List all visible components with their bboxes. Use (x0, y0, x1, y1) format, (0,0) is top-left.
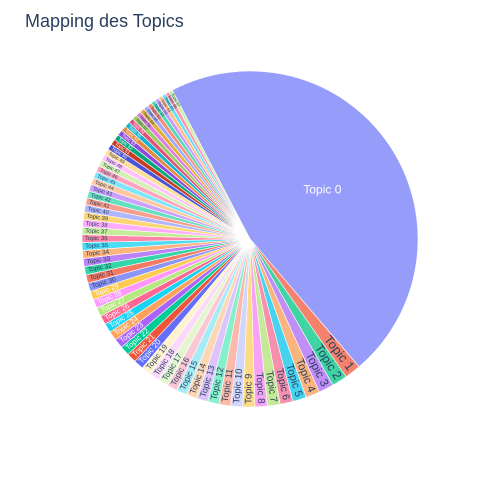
chart-title: Mapping des Topics (25, 11, 184, 31)
pie-slice-label-11: Topic 11 (220, 368, 235, 403)
pie-slice-label-35: Topic 35 (85, 242, 109, 250)
pie-slice-label-43: Topic 43 (92, 186, 113, 198)
pie-slice-label-7: Topic 7 (263, 370, 278, 403)
pie-slice-label-8: Topic 8 (253, 372, 266, 404)
pie-slice-label-40: Topic 40 (87, 206, 109, 216)
pie-slice-label-67: Topic 67 (170, 92, 182, 108)
pie-slice-label-39: Topic 39 (86, 214, 108, 223)
pie-slice-label-0: Topic 0 (303, 182, 341, 196)
pie-slice-label-36: Topic 36 (85, 235, 108, 242)
pie-slice-label-9: Topic 9 (243, 374, 254, 404)
pie-slice-label-34: Topic 34 (85, 249, 109, 258)
pie-slice-label-38: Topic 38 (85, 221, 108, 229)
pie-slice-label-42: Topic 42 (90, 193, 111, 204)
pie-slice-label-37: Topic 37 (85, 228, 108, 235)
pie-slice-0[interactable] (171, 70, 419, 368)
pie-slice-label-41: Topic 41 (88, 199, 110, 210)
pie-slice-label-33: Topic 33 (86, 256, 111, 266)
pie-slice-label-10: Topic 10 (230, 368, 244, 404)
pie-slice-67[interactable] (168, 89, 251, 240)
pie-slice-label-32: Topic 32 (87, 262, 112, 274)
pie-slices (81, 70, 419, 408)
